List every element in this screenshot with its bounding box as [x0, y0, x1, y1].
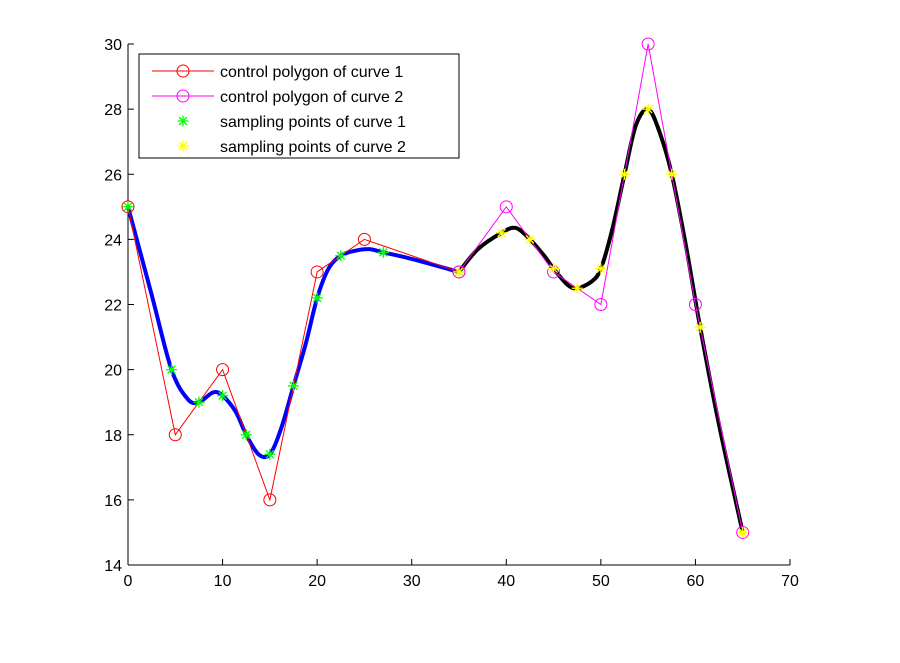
legend-circle-marker: [176, 89, 190, 103]
control-point-1: [357, 232, 371, 246]
curve-1-line: [126, 204, 461, 460]
y-tick-label: 20: [104, 363, 122, 380]
x-tick-label: 30: [403, 573, 421, 590]
sampling-point-1: [335, 250, 347, 262]
control-polygon-2-line: [458, 43, 744, 533]
legend-entry-4: sampling points of curve 2: [177, 139, 406, 156]
axes-group: 0 10 20 30 40 50 60 70 14 16 18 20 22 24 26 28 30: [104, 37, 799, 590]
control-polygons-group: [121, 37, 750, 539]
sampling-point-2: [666, 168, 678, 180]
legend-label: control polygon of curve 2: [220, 89, 403, 106]
sampling-point-2: [524, 233, 536, 245]
y-tick-label: 18: [104, 428, 122, 445]
control-point-1: [216, 363, 230, 377]
sampling-point-1: [377, 246, 389, 258]
sampling-point-2: [571, 282, 583, 294]
legend-asterisk-marker: [177, 140, 189, 152]
sampling-point-2: [595, 263, 607, 275]
sampling-point-2: [694, 321, 706, 333]
y-tick-label: 28: [104, 102, 122, 119]
sampling-point-1: [311, 292, 323, 304]
curves-group: [126, 107, 745, 535]
control-point-2: [499, 200, 513, 214]
legend-asterisk-marker: [177, 115, 189, 127]
control-point-1: [263, 493, 277, 507]
sampling-point-1: [264, 448, 276, 460]
control-point-2: [594, 298, 608, 311]
control-point-1: [121, 200, 135, 214]
sampling-point-2: [737, 526, 749, 538]
control-point-2: [736, 525, 750, 539]
sampling-point-2: [619, 168, 630, 180]
control-point-1: [310, 265, 324, 279]
x-tick-label: 70: [781, 573, 799, 590]
x-tick-label: 0: [124, 573, 133, 590]
control-polygon-1-line: [127, 206, 460, 502]
sampling-point-2: [496, 227, 508, 239]
legend-label: sampling points of curve 1: [220, 114, 406, 131]
legend-entry-3: sampling points of curve 1: [177, 114, 406, 131]
sampling-point-1: [217, 390, 229, 402]
legend-label: sampling points of curve 2: [220, 139, 406, 156]
y-tick-label: 24: [104, 232, 122, 249]
y-tick-label: 14: [104, 558, 122, 575]
sampling-point-2: [548, 263, 560, 275]
control-point-2: [641, 37, 655, 51]
legend-circle-marker: [176, 64, 190, 78]
y-tick-label: 30: [104, 37, 122, 54]
y-tick-label: 16: [104, 493, 122, 510]
x-tick-label: 10: [214, 573, 232, 590]
sampling-point-2: [642, 103, 654, 115]
sampling-point-2: [453, 266, 465, 278]
sampling-point-1: [288, 380, 299, 392]
y-tick-label: 26: [104, 167, 122, 184]
sampling-point-1: [240, 429, 252, 441]
x-tick-label: 50: [592, 573, 610, 590]
sampling-points-group: [122, 103, 749, 538]
control-point-2: [452, 265, 466, 279]
x-tick-label: 20: [308, 573, 326, 590]
control-point-2: [688, 298, 702, 311]
y-tick-label: 22: [104, 298, 122, 315]
x-tick-label: 40: [497, 573, 515, 590]
legend: control polygon of curve 1 control polygo…: [138, 53, 460, 159]
x-tick-label: 60: [687, 573, 705, 590]
sampling-point-1: [193, 396, 205, 408]
legend-entry-1: control polygon of curve 1: [152, 64, 403, 81]
legend-entry-2: control polygon of curve 2: [152, 89, 403, 106]
curve-2-line: [457, 107, 745, 535]
legend-label: control polygon of curve 1: [220, 64, 403, 81]
control-point-1: [168, 428, 182, 442]
sampling-point-1: [166, 364, 178, 376]
sampling-point-1: [122, 201, 134, 213]
